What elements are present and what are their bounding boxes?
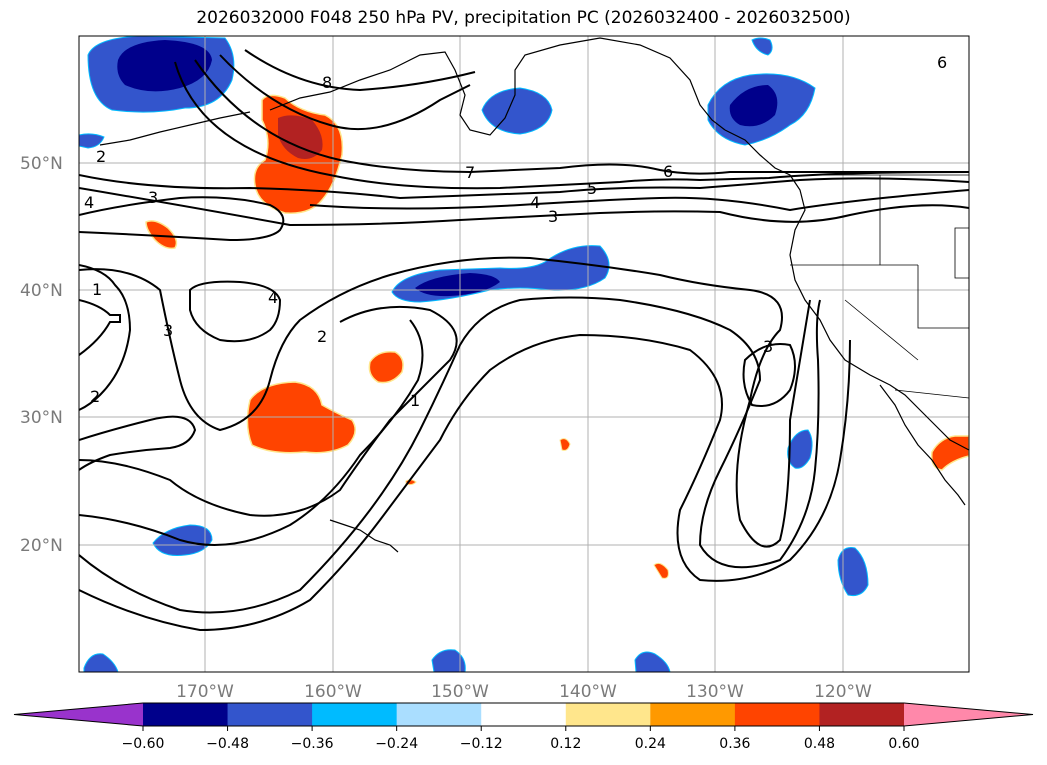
political-borders <box>790 174 969 399</box>
pv-contour-3-loop <box>742 343 796 407</box>
precip-blob-tiny-1 <box>559 438 571 451</box>
colorbar-tick-label: −0.24 <box>375 736 418 752</box>
lat-label: 30°N <box>20 408 63 428</box>
colorbar: −0.60 −0.48 −0.36 −0.24 −0.12 0.12 0.24 0.36 0.4… <box>13 702 1034 752</box>
pv-contour-outer-1 <box>79 319 424 546</box>
precip-blob-small-155w <box>368 350 404 384</box>
pv-contour-3-top <box>79 187 969 227</box>
precip-blob-gulf <box>481 87 553 135</box>
colorbar-extend-high <box>904 703 1033 726</box>
contour-label: 3 <box>163 321 173 340</box>
colorbar-tick-label: 0.60 <box>888 736 919 752</box>
coast-bc-us <box>724 129 969 451</box>
map-frame-background <box>79 36 969 672</box>
precip-blob-tiny-west <box>79 133 105 149</box>
precip-negative-anomalies <box>79 36 869 672</box>
latitude-labels: 50°N 40°N 30°N 20°N <box>20 154 63 556</box>
lon-label: 150°W <box>431 682 489 702</box>
precip-blob-bottom-2 <box>431 649 466 672</box>
pv-contour-west-2 <box>79 264 132 411</box>
pv-contour-6 <box>174 61 969 190</box>
longitude-labels: 170°W 160°W 150°W 140°W 130°W 120°W <box>176 682 872 702</box>
contour-label: 3 <box>548 207 558 226</box>
colorbar-segment <box>734 703 820 726</box>
lon-label: 130°W <box>686 682 744 702</box>
pv-contour-west-1 <box>79 299 121 356</box>
pv-contour-3-mid <box>79 196 285 242</box>
pv-contour-band <box>79 256 811 548</box>
contour-label: 1 <box>92 280 102 299</box>
colorbar-segment <box>396 703 482 726</box>
colorbar-tick-label: 0.24 <box>635 736 666 752</box>
pv-contour-outer-3 <box>79 333 851 632</box>
pv-contour-outer-2 <box>79 296 821 614</box>
contour-label: 4 <box>530 193 540 212</box>
precip-core-bc <box>729 85 778 127</box>
precip-blob-tiny-north <box>751 37 773 56</box>
colorbar-tick-label: 0.36 <box>719 736 750 752</box>
colorbar-segment <box>819 703 905 726</box>
precip-blob-bottom-1 <box>83 653 119 672</box>
coast-baja <box>879 384 966 506</box>
pv-contour-7b <box>194 59 969 175</box>
pv-contours <box>79 49 969 632</box>
coast-alaska <box>269 37 726 136</box>
colorbar-extend-low <box>14 703 143 726</box>
precip-blob-bottom-3 <box>634 651 671 672</box>
lon-label: 120°W <box>814 682 872 702</box>
pv-contour-5 <box>79 174 969 200</box>
contour-label: 4 <box>84 193 94 212</box>
contour-label: 4 <box>268 288 278 307</box>
map-border <box>78 35 970 673</box>
contour-label: 8 <box>322 73 332 92</box>
precip-core-north-west <box>117 40 212 92</box>
lon-label: 140°W <box>559 682 617 702</box>
contour-label: 5 <box>587 179 597 198</box>
pv-contour-4-loop <box>189 280 282 343</box>
colorbar-segment <box>312 703 398 726</box>
lat-label: 50°N <box>20 154 63 174</box>
colorbar-segment <box>650 703 736 726</box>
colorbar-tick-label: −0.12 <box>460 736 503 752</box>
contour-label: 3 <box>148 188 158 207</box>
precip-core-aleutian <box>278 115 323 159</box>
contour-label: 2 <box>317 327 327 346</box>
contour-label: 1 <box>410 391 420 410</box>
contour-label: 6 <box>937 53 947 72</box>
pv-contour-7a <box>219 54 471 131</box>
contour-label: 2 <box>96 147 106 166</box>
pv-contour-west-3 <box>79 415 197 471</box>
lon-label: 160°W <box>304 682 362 702</box>
pv-contour-labels: 2 8 7 6 5 4 3 3 4 1 3 2 4 2 1 3 6 2 <box>84 53 947 410</box>
pv-contour-inner-1 <box>79 305 458 517</box>
colorbar-segment <box>565 703 651 726</box>
colorbar-tick-label: −0.60 <box>122 736 165 752</box>
colorbar-segment <box>227 703 313 726</box>
pv-contour-4-top <box>309 189 969 212</box>
colorbar-segment <box>143 703 229 726</box>
lon-label: 170°W <box>176 682 234 702</box>
gridlines <box>79 36 969 672</box>
colorbar-segment <box>481 703 567 726</box>
lat-label: 40°N <box>20 281 63 301</box>
lat-label: 20°N <box>20 536 63 556</box>
colorbar-tick-label: −0.36 <box>291 736 334 752</box>
contour-label: 3 <box>763 337 773 356</box>
map-title: 2026032000 F048 250 hPa PV, precipitatio… <box>196 8 851 28</box>
contour-label: 6 <box>663 162 673 181</box>
coastlines <box>99 37 969 553</box>
colorbar-tick-label: 0.48 <box>804 736 835 752</box>
precip-blob-small-west-45n <box>145 220 178 250</box>
colorbar-tick-label: −0.48 <box>206 736 249 752</box>
precip-blob-baja-west <box>787 429 813 469</box>
pv-contour-8 <box>244 49 476 92</box>
contour-label: 2 <box>90 387 100 406</box>
coast-aleutian-chain <box>99 111 251 146</box>
precip-blob-tiny-2 <box>653 562 669 579</box>
contour-label: 7 <box>465 163 475 182</box>
colorbar-tick-label: 0.12 <box>550 736 581 752</box>
